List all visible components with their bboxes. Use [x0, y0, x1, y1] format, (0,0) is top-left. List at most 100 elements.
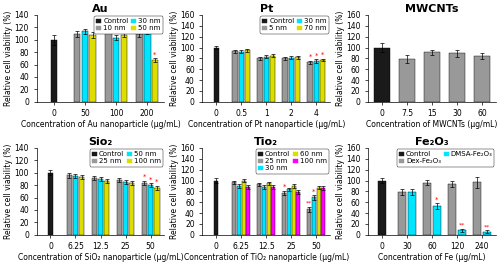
Bar [287, 189, 291, 235]
Y-axis label: Relative cell viability (%): Relative cell viability (%) [4, 11, 13, 106]
Y-axis label: Relative cell viability (%): Relative cell viability (%) [336, 11, 344, 106]
Text: *: * [314, 53, 318, 59]
Bar [123, 182, 128, 235]
X-axis label: Concentration of MWCNTs (μg/mL): Concentration of MWCNTs (μg/mL) [366, 120, 498, 129]
Bar [264, 57, 269, 102]
Bar [398, 192, 406, 235]
Text: *: * [142, 174, 146, 180]
X-axis label: Concentration of Pt nanoparticle (μg/mL): Concentration of Pt nanoparticle (μg/mL) [188, 120, 345, 129]
Text: *: * [155, 179, 158, 185]
Text: *: * [154, 51, 156, 57]
Bar [266, 183, 270, 235]
Bar [257, 184, 261, 235]
Bar [214, 181, 218, 235]
Text: **: ** [306, 201, 312, 206]
Bar [48, 173, 53, 235]
Text: *: * [435, 197, 438, 202]
Bar [50, 40, 57, 102]
Bar [483, 231, 490, 235]
Title: Fe₂O₃: Fe₂O₃ [415, 137, 449, 147]
Bar [66, 175, 72, 235]
Text: *: * [146, 23, 149, 30]
Bar [104, 181, 110, 235]
Bar [474, 56, 490, 102]
Bar [232, 182, 236, 235]
Bar [105, 23, 112, 102]
Bar [432, 206, 440, 235]
Bar [152, 60, 158, 102]
Bar [448, 184, 456, 235]
Title: Sio₂: Sio₂ [88, 137, 112, 147]
Bar [120, 35, 127, 102]
Bar [98, 179, 103, 235]
Bar [308, 62, 312, 102]
Title: Pt: Pt [260, 4, 273, 14]
Bar [142, 183, 147, 235]
Y-axis label: Relative cell viability (%): Relative cell viability (%) [336, 144, 344, 239]
Bar [90, 35, 96, 102]
Text: *: * [312, 188, 316, 194]
X-axis label: Concentration of TiO₂ nanoparticle (μg/mL): Concentration of TiO₂ nanoparticle (μg/m… [184, 253, 349, 262]
Bar [282, 193, 286, 235]
Bar [322, 188, 326, 235]
Bar [238, 52, 244, 102]
Bar [424, 52, 440, 102]
Bar [258, 58, 262, 102]
X-axis label: Concentration of SiO₂ nanoparticle (μg/mL): Concentration of SiO₂ nanoparticle (μg/m… [18, 253, 183, 262]
Bar [474, 182, 482, 235]
Text: **: ** [484, 225, 490, 230]
Bar [295, 57, 300, 102]
X-axis label: Concentration of Fe (μg/mL): Concentration of Fe (μg/mL) [378, 253, 486, 262]
Bar [136, 34, 143, 102]
Text: *: * [308, 54, 312, 60]
Title: MWCNTs: MWCNTs [406, 4, 459, 14]
Bar [272, 187, 276, 235]
Legend: Control, 25 nm, 30 nm, 60 nm, 100 nm: Control, 25 nm, 30 nm, 60 nm, 100 nm [256, 149, 328, 174]
Bar [154, 188, 160, 235]
X-axis label: Concentration of Au nanoparticle (μg/mL): Concentration of Au nanoparticle (μg/mL) [20, 120, 180, 129]
Bar [320, 60, 325, 102]
Legend: Control, Dex-Fe₂O₃, DMSA-Fe₂O₃: Control, Dex-Fe₂O₃, DMSA-Fe₂O₃ [397, 149, 494, 167]
Y-axis label: Relative cell viability (%): Relative cell viability (%) [170, 144, 179, 239]
Bar [116, 180, 122, 235]
Bar [246, 187, 250, 235]
Title: Au: Au [92, 4, 109, 14]
Legend: Control, 5 nm, 30 nm, 70 nm: Control, 5 nm, 30 nm, 70 nm [260, 16, 328, 34]
Bar [399, 59, 415, 102]
Bar [312, 197, 316, 235]
Y-axis label: Relative cell viability (%): Relative cell viability (%) [170, 11, 179, 106]
Bar [242, 181, 246, 235]
Bar [113, 38, 119, 102]
Bar [316, 188, 320, 235]
Bar [378, 181, 386, 235]
Bar [288, 58, 294, 102]
Bar [424, 183, 432, 235]
Bar [92, 178, 97, 235]
Bar [82, 31, 88, 102]
Bar [148, 185, 153, 235]
Bar [245, 50, 250, 102]
Bar [292, 186, 296, 235]
Title: Tio₂: Tio₂ [254, 137, 278, 147]
Bar [144, 32, 150, 102]
Bar [73, 176, 78, 235]
Bar [408, 192, 416, 235]
Bar [282, 58, 288, 102]
Bar [458, 230, 466, 235]
Bar [232, 51, 237, 102]
Text: *: * [149, 176, 152, 182]
Y-axis label: Relative cell viability (%): Relative cell viability (%) [4, 144, 13, 239]
Bar [74, 34, 80, 102]
Bar [314, 61, 319, 102]
Legend: Control, 10 nm, 30 nm, 50 nm: Control, 10 nm, 30 nm, 50 nm [94, 16, 163, 34]
Bar [296, 192, 300, 235]
Bar [262, 187, 266, 235]
Text: **: ** [458, 223, 465, 228]
Text: *: * [282, 184, 286, 190]
Bar [129, 183, 134, 235]
Text: *: * [321, 52, 324, 58]
Bar [308, 209, 312, 235]
Bar [449, 53, 465, 102]
Bar [270, 56, 275, 102]
Legend: Control, 25 nm, 50 nm, 100 nm: Control, 25 nm, 50 nm, 100 nm [90, 149, 163, 167]
